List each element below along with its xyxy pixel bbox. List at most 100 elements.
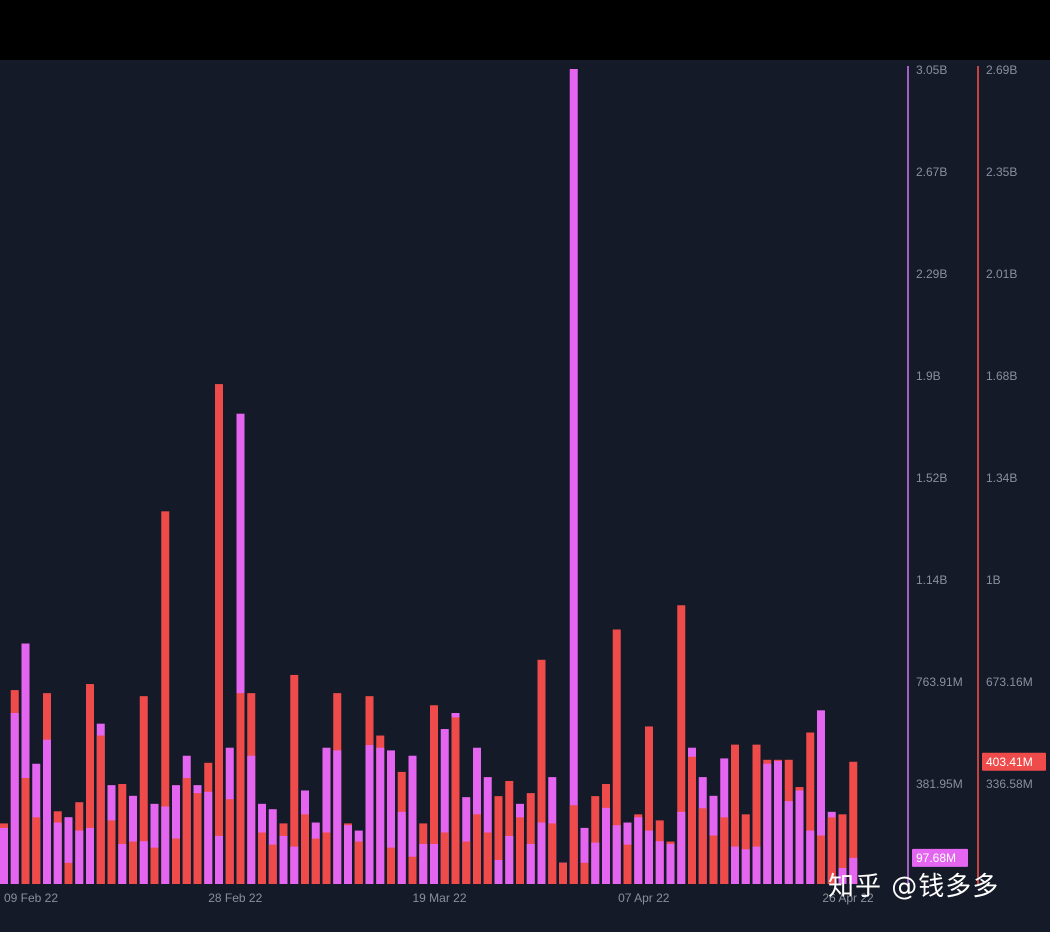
right-axis-tick-label: 1.68B xyxy=(986,369,1017,383)
right-axis-tick-label: 336.58M xyxy=(986,777,1033,791)
bar-series-b xyxy=(473,814,481,884)
bar-series-a xyxy=(64,817,73,884)
bar-series-b xyxy=(21,777,30,884)
bar-series-b xyxy=(623,844,632,884)
bar-series-a xyxy=(483,777,492,884)
bar-series-a xyxy=(784,801,793,884)
bar-series-b xyxy=(139,696,148,884)
bar-series-b xyxy=(440,832,449,884)
bar-series-b xyxy=(516,817,524,884)
bar-series-a xyxy=(236,413,245,884)
x-axis-tick-label: 07 Apr 22 xyxy=(618,891,670,905)
bar-series-a xyxy=(86,827,94,884)
bar-series-b xyxy=(677,605,686,884)
bar-series-a xyxy=(526,843,535,884)
bar-series-b xyxy=(193,793,202,884)
bar-series-b xyxy=(505,780,514,884)
bar-series-a xyxy=(655,841,664,884)
bar-series-a xyxy=(43,739,51,884)
bar-series-b xyxy=(182,777,191,884)
bar-series-a xyxy=(0,827,8,884)
bar-series-a xyxy=(731,846,739,884)
bar-series-b xyxy=(64,862,73,884)
bar-series-a xyxy=(150,803,159,884)
bar-series-b xyxy=(645,726,653,884)
bar-series-a xyxy=(419,843,428,884)
bar-series-b xyxy=(430,705,438,884)
left-axis-tick-label: 1.14B xyxy=(916,573,947,587)
bar-series-b xyxy=(526,793,535,884)
bar-series-b xyxy=(817,835,825,884)
bar-series-a xyxy=(677,811,686,884)
bar-series-b xyxy=(258,832,266,884)
bar-series-a xyxy=(333,750,342,884)
bar-series-b xyxy=(569,805,578,884)
right-axis-value-badge-label: 403.41M xyxy=(986,755,1033,769)
bar-series-a xyxy=(376,747,385,884)
bar-series-a xyxy=(53,822,62,884)
bar-series-b xyxy=(96,735,105,884)
right-axis-ticks: 2.69B 2.35B 2.01B 1.68B 1.34B 1B 673.16M 336.58… xyxy=(986,63,1033,791)
bar-series-a xyxy=(741,849,750,884)
x-axis-tick-label: 26 Apr 22 xyxy=(822,891,874,905)
bar-series-b xyxy=(268,844,277,884)
bar-series-a xyxy=(634,817,643,884)
bar-series-a xyxy=(129,795,137,884)
bar-series-a xyxy=(172,785,180,884)
bar-series-a xyxy=(580,827,589,884)
top-black-bar xyxy=(0,0,1050,60)
bar-series-a xyxy=(806,830,815,884)
bar-series-b xyxy=(161,511,170,884)
bar-series-a xyxy=(397,811,406,884)
right-axis-tick-label: 2.35B xyxy=(986,165,1017,179)
x-axis-tick-label: 09 Feb 22 xyxy=(4,891,58,905)
left-axis-tick-label: 2.29B xyxy=(916,267,947,281)
bar-series-b xyxy=(548,823,557,884)
bar-series-a xyxy=(849,857,858,884)
bar-series-b xyxy=(698,808,707,884)
left-axis-value-badge xyxy=(912,848,968,867)
bar-series-b xyxy=(129,841,137,884)
left-axis-tick-label: 1.9B xyxy=(916,369,941,383)
bar-series-a xyxy=(591,842,600,884)
bar-series-b xyxy=(86,684,94,884)
bar-series-a xyxy=(752,846,761,884)
bar-series-a xyxy=(118,843,127,884)
bar-series-b xyxy=(612,629,621,884)
bar-series-a xyxy=(569,69,578,884)
left-axis-tick-label: 2.67B xyxy=(916,165,947,179)
bar-series-b xyxy=(580,862,589,884)
right-axis-tick-label: 673.16M xyxy=(986,675,1033,689)
bar-series-b xyxy=(354,841,363,884)
bar-series-a xyxy=(279,835,288,884)
bar-series-b xyxy=(806,732,815,884)
bar-series-a xyxy=(494,859,503,884)
value-badges: 97.68M 403.41M xyxy=(912,752,1046,867)
bar-series-b xyxy=(215,384,223,884)
bar-series-b xyxy=(494,796,503,884)
left-axis-value-badge-label: 97.68M xyxy=(916,851,956,865)
bar-series-a xyxy=(440,729,449,884)
bar-series-b xyxy=(559,862,567,884)
bar-series-b xyxy=(731,744,739,884)
bar-series-b xyxy=(688,756,696,884)
bar-series-a xyxy=(645,830,653,884)
right-axis-value-badge xyxy=(982,752,1046,771)
bar-series-a xyxy=(537,822,546,884)
bar-series-a xyxy=(505,835,514,884)
left-axis-tick-label: 763.91M xyxy=(916,675,963,689)
bar-series-b xyxy=(32,817,41,884)
x-axis-tick-label: 28 Feb 22 xyxy=(208,891,262,905)
bar-series-b xyxy=(311,838,320,884)
left-axis-tick-label: 381.95M xyxy=(916,777,963,791)
bar-series-a xyxy=(247,755,256,884)
bar-series-b xyxy=(838,814,847,884)
bar-series-b xyxy=(462,841,471,884)
right-axis-tick-label: 1.34B xyxy=(986,471,1017,485)
bar-series-b xyxy=(537,659,546,884)
bar-series-b xyxy=(483,832,492,884)
bar-series-b xyxy=(451,717,460,884)
bar-series-a xyxy=(322,747,331,884)
bar-series-b xyxy=(290,674,299,884)
bar-series-a xyxy=(612,825,621,884)
